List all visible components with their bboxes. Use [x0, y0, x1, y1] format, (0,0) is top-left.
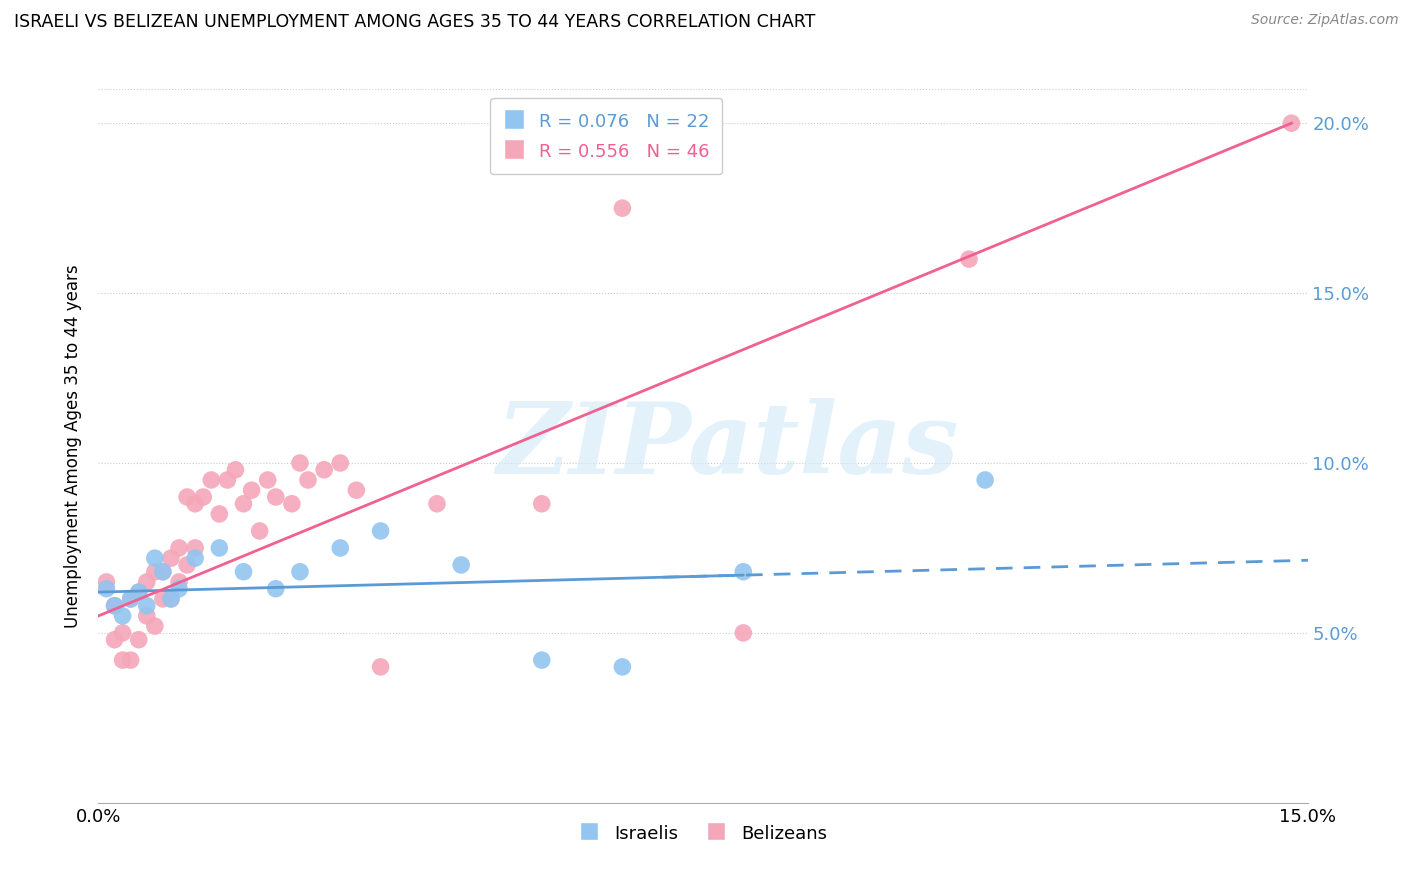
- Point: [176, 490, 198, 504]
- Point: [111, 653, 134, 667]
- Point: [135, 608, 157, 623]
- Point: [256, 473, 278, 487]
- Text: ZIPatlas: ZIPatlas: [496, 398, 959, 494]
- Text: ISRAELI VS BELIZEAN UNEMPLOYMENT AMONG AGES 35 TO 44 YEARS CORRELATION CHART: ISRAELI VS BELIZEAN UNEMPLOYMENT AMONG A…: [14, 13, 815, 31]
- Point: [152, 565, 174, 579]
- Point: [240, 483, 263, 498]
- Point: [135, 599, 157, 613]
- Point: [344, 483, 367, 498]
- Point: [224, 463, 246, 477]
- Point: [128, 585, 150, 599]
- Text: Source: ZipAtlas.com: Source: ZipAtlas.com: [1251, 13, 1399, 28]
- Point: [143, 565, 166, 579]
- Point: [329, 541, 352, 555]
- Point: [111, 626, 134, 640]
- Point: [103, 632, 125, 647]
- Point: [160, 551, 183, 566]
- Point: [264, 490, 287, 504]
- Point: [733, 626, 755, 640]
- Point: [288, 565, 311, 579]
- Point: [370, 660, 392, 674]
- Point: [297, 473, 319, 487]
- Point: [264, 582, 287, 596]
- Point: [200, 473, 222, 487]
- Point: [288, 456, 311, 470]
- Point: [143, 619, 166, 633]
- Point: [314, 463, 336, 477]
- Legend: Israelis, Belizeans: Israelis, Belizeans: [571, 815, 835, 851]
- Point: [96, 582, 118, 596]
- Point: [160, 591, 183, 606]
- Point: [143, 551, 166, 566]
- Point: [329, 456, 352, 470]
- Point: [974, 473, 997, 487]
- Point: [426, 497, 449, 511]
- Point: [111, 608, 134, 623]
- Point: [152, 591, 174, 606]
- Point: [530, 497, 553, 511]
- Point: [281, 497, 304, 511]
- Point: [120, 591, 142, 606]
- Point: [160, 591, 183, 606]
- Point: [103, 599, 125, 613]
- Point: [232, 497, 254, 511]
- Point: [184, 551, 207, 566]
- Point: [232, 565, 254, 579]
- Point: [167, 541, 190, 555]
- Point: [1281, 116, 1303, 130]
- Point: [96, 574, 118, 589]
- Point: [184, 541, 207, 555]
- Point: [612, 660, 634, 674]
- Point: [530, 653, 553, 667]
- Point: [193, 490, 215, 504]
- Point: [370, 524, 392, 538]
- Point: [128, 585, 150, 599]
- Point: [450, 558, 472, 572]
- Point: [249, 524, 271, 538]
- Point: [167, 582, 190, 596]
- Point: [167, 574, 190, 589]
- Point: [733, 565, 755, 579]
- Point: [176, 558, 198, 572]
- Point: [957, 252, 980, 266]
- Point: [120, 591, 142, 606]
- Point: [120, 653, 142, 667]
- Y-axis label: Unemployment Among Ages 35 to 44 years: Unemployment Among Ages 35 to 44 years: [65, 264, 83, 628]
- Point: [103, 599, 125, 613]
- Point: [208, 507, 231, 521]
- Point: [217, 473, 239, 487]
- Point: [135, 574, 157, 589]
- Point: [152, 565, 174, 579]
- Point: [612, 201, 634, 215]
- Point: [208, 541, 231, 555]
- Point: [184, 497, 207, 511]
- Point: [128, 632, 150, 647]
